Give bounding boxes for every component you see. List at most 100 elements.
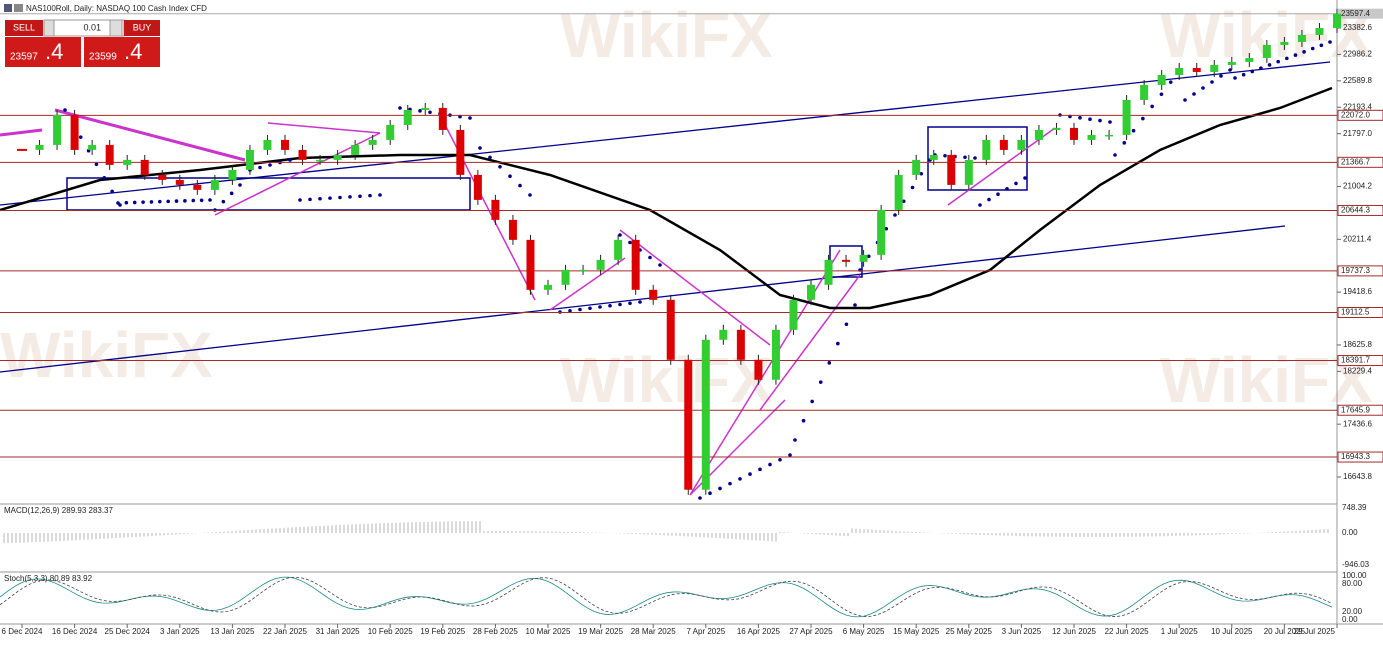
sell-price-frac[interactable]: .4 (45, 39, 63, 64)
level-label-box (1337, 265, 1383, 277)
candle (263, 139, 272, 150)
sar-dot (836, 341, 840, 346)
sar-dot (1241, 72, 1246, 77)
lot-down[interactable] (43, 19, 55, 37)
sar-dot (229, 191, 234, 196)
sell-label[interactable]: SELL (13, 22, 35, 32)
sar-dot (518, 183, 522, 188)
candle (473, 174, 482, 200)
symbol-title: NAS100Roll, Daily: NASDAQ 100 Cash Index… (26, 4, 207, 13)
candle (771, 329, 780, 380)
sar-dot (801, 418, 806, 423)
sell-button[interactable] (5, 20, 43, 36)
sar-dot (758, 467, 762, 472)
sar-dot (768, 462, 772, 467)
sar-dot (428, 110, 432, 115)
candle (649, 289, 658, 300)
sar-dot (1113, 153, 1117, 157)
sar-dot (718, 486, 722, 491)
candle (88, 144, 97, 150)
trendline (439, 114, 536, 301)
y-tick-label: 23382.6 (1343, 23, 1372, 32)
level-label: 19737.3 (1341, 266, 1370, 275)
lot-up[interactable] (109, 19, 123, 37)
x-tick-label: 10 Feb 2025 (368, 627, 413, 636)
sar-dot (508, 174, 512, 178)
sar-dot (63, 108, 67, 112)
candle (1017, 139, 1026, 150)
x-tick-label: 12 Jun 2025 (1052, 627, 1097, 636)
level-label: 19112.5 (1341, 308, 1370, 317)
sell-price-box[interactable] (5, 37, 81, 67)
candle (526, 239, 535, 290)
sar-dot (1098, 118, 1102, 123)
sar-dot (132, 200, 137, 205)
stoch-label: Stoch(5,3,3) 80.89 83.92 (4, 574, 93, 583)
candle (912, 159, 921, 175)
buy-label[interactable]: BUY (133, 22, 152, 32)
candle (1227, 61, 1236, 65)
level-label-box (1337, 109, 1383, 121)
buy-price-frac[interactable]: .4 (124, 39, 142, 64)
sar-dot (810, 399, 814, 404)
candle (1070, 127, 1078, 140)
current-price-box (1338, 8, 1383, 19)
sar-dot (943, 153, 947, 158)
candle (754, 359, 763, 380)
x-tick-label: 16 Dec 2024 (52, 627, 98, 636)
macd-tick: -946.03 (1342, 560, 1370, 569)
candle (684, 359, 693, 490)
y-tick-label: 18229.4 (1343, 366, 1372, 375)
sar-dot (149, 200, 154, 204)
sar-dot (608, 303, 612, 308)
sar-dot (1131, 128, 1136, 133)
sar-dot (1183, 98, 1187, 102)
candle (1087, 134, 1096, 140)
candle (1315, 27, 1324, 35)
sar-dot (166, 199, 170, 204)
sar-dot (558, 310, 562, 314)
sar-dot (478, 146, 482, 150)
sar-dot (488, 155, 492, 160)
sar-dot (378, 193, 382, 197)
candle (158, 174, 167, 180)
sar-dot (748, 472, 752, 476)
sar-dot (141, 200, 145, 204)
buy-price-box[interactable] (84, 37, 160, 67)
y-tick-label: 19418.6 (1343, 287, 1372, 296)
sar-dot (1168, 80, 1173, 84)
x-tick-label: 3 Jun 2025 (1002, 627, 1042, 636)
sar-dot (110, 189, 114, 194)
sar-dot (1319, 43, 1324, 48)
y-tick-label: 22589.8 (1343, 76, 1372, 85)
sar-dot (298, 198, 302, 202)
level-label-box (1337, 204, 1383, 216)
sar-dot (191, 198, 196, 203)
stoch-tick: 20.00 (1342, 607, 1363, 616)
sar-dot (174, 199, 179, 203)
candle (245, 149, 254, 170)
sar-dot (708, 491, 712, 496)
buy-button[interactable] (124, 20, 160, 36)
y-tick-label: 22986.2 (1343, 50, 1372, 59)
buy-price[interactable]: 23599 (89, 52, 117, 63)
candle (1105, 134, 1114, 137)
x-tick-label: 25 Dec 2024 (105, 627, 151, 636)
y-tick-label: 17436.6 (1343, 419, 1372, 428)
sar-dot (116, 201, 120, 205)
lot-value[interactable]: 0.01 (83, 22, 101, 32)
candle (1245, 57, 1254, 62)
candle (579, 269, 588, 272)
candle (947, 154, 956, 185)
sell-price[interactable]: 23597 (10, 52, 38, 63)
level-label-box (1337, 404, 1383, 416)
candle (368, 139, 377, 145)
candle (877, 209, 886, 255)
candle (508, 219, 517, 240)
candle (1175, 67, 1184, 75)
trendline (759, 274, 861, 411)
trendline (0, 225, 1286, 373)
x-tick-label: 28 Mar 2025 (631, 627, 676, 636)
candle (701, 339, 710, 490)
